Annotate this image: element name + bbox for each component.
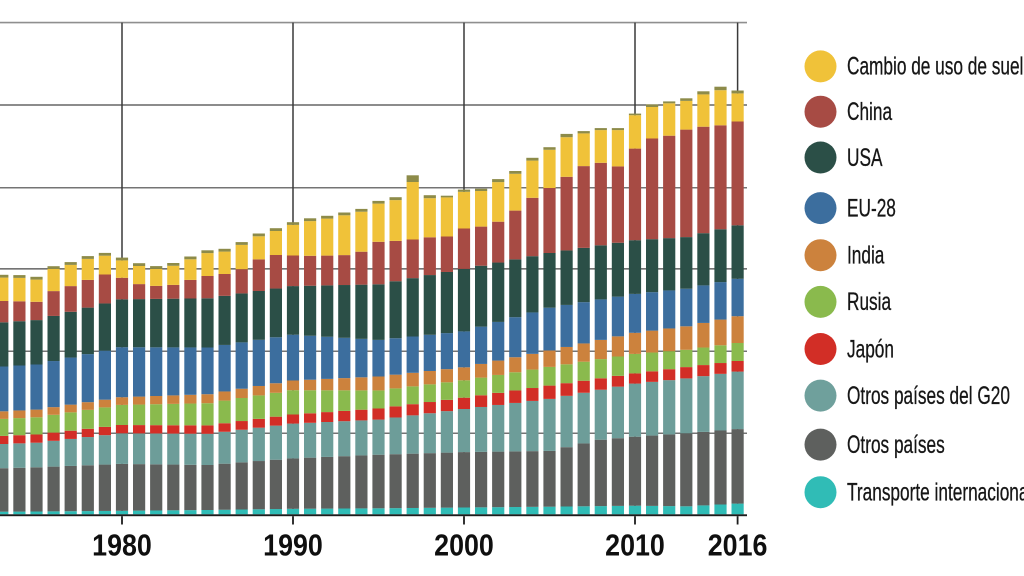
svg-text:EU-28: EU-28 <box>847 194 896 222</box>
svg-text:Rusia: Rusia <box>847 288 891 316</box>
svg-text:1980: 1980 <box>92 529 152 563</box>
svg-text:2016: 2016 <box>708 529 768 563</box>
svg-text:USA: USA <box>847 144 883 172</box>
svg-text:2000: 2000 <box>434 529 494 563</box>
svg-text:Japón: Japón <box>847 335 894 363</box>
svg-text:Transporte internacional: Transporte internacional <box>847 478 1024 506</box>
svg-text:China: China <box>847 98 892 126</box>
svg-text:1990: 1990 <box>263 529 323 563</box>
svg-text:Otros países: Otros países <box>847 431 945 459</box>
svg-text:India: India <box>847 241 884 269</box>
svg-text:Cambio de uso de suelo: Cambio de uso de suelo <box>847 53 1024 81</box>
svg-text:Otros países del G20: Otros países del G20 <box>847 382 1010 410</box>
svg-text:2010: 2010 <box>605 529 665 563</box>
